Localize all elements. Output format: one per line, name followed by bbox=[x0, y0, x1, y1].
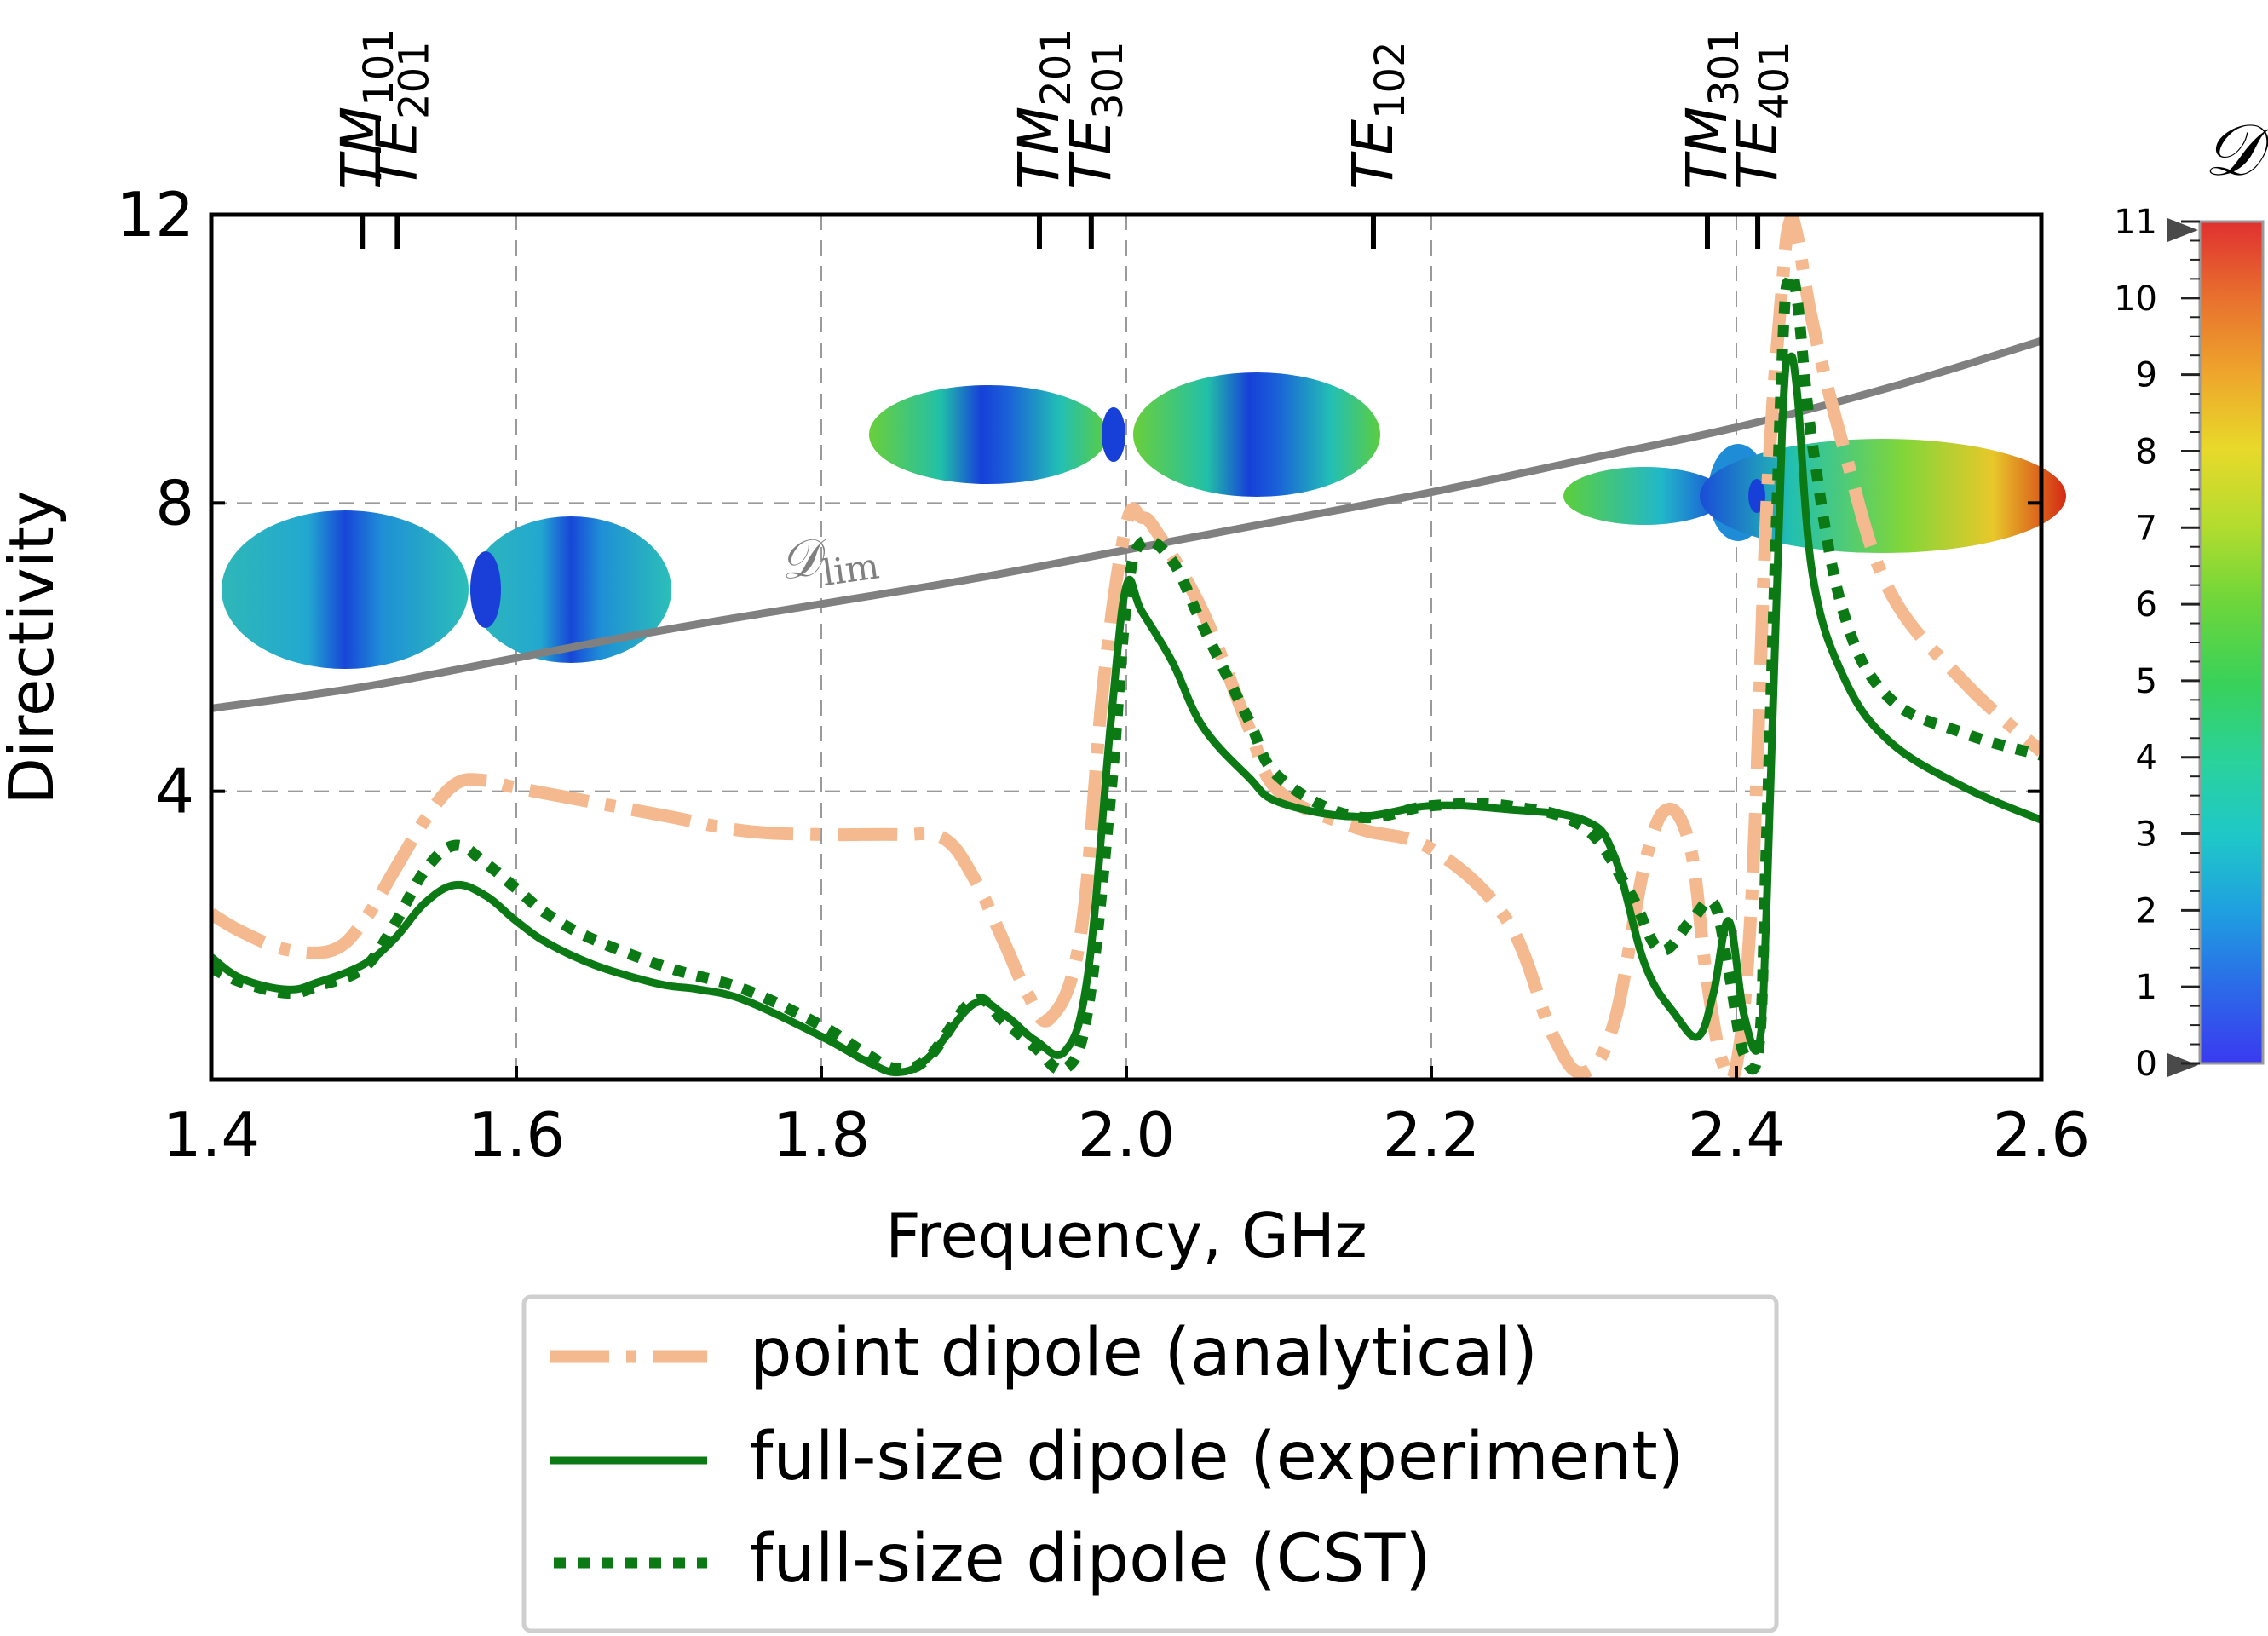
y-tick-label: 4 bbox=[155, 756, 194, 827]
legend-label-cst: full-size dipole (CST) bbox=[750, 1521, 1431, 1598]
mode-label: TE401 bbox=[1724, 41, 1799, 189]
limit-curve-line bbox=[211, 337, 2041, 712]
colorbar-tick-label: 9 bbox=[2136, 356, 2157, 395]
x-axis-label: Frequency, GHz bbox=[885, 1200, 1367, 1271]
mode-label: TM301 bbox=[1674, 28, 1748, 189]
mode-label-base: TM bbox=[1006, 107, 1072, 189]
x-tick-label: 1.8 bbox=[773, 1099, 871, 1171]
colorbar-tick-label: 0 bbox=[2136, 1045, 2157, 1084]
y-tick-label: 12 bbox=[116, 179, 194, 251]
colorbar: 𝒟 0 1 2 3 4 5 6 7 8 9 10 11 bbox=[2114, 108, 2268, 1084]
mode-label-sub: 101 bbox=[355, 28, 403, 107]
mode-label-base: TE bbox=[1058, 119, 1124, 189]
mode-label-base: TM bbox=[1674, 107, 1740, 189]
axis-ticks: 1.4 1.6 1.8 2.0 2.2 2.4 2.6 4 8 12 bbox=[116, 179, 2090, 1171]
mode-label-base: TM bbox=[329, 107, 394, 189]
legend-box bbox=[521, 1294, 1779, 1633]
mode-label-base: TE bbox=[364, 119, 429, 189]
mode-label: TE102 bbox=[1340, 41, 1414, 189]
series-line-solid bbox=[211, 352, 2041, 1077]
colorbar-title: 𝒟 bbox=[2203, 108, 2268, 192]
legend-label-analytical: point dipole (analytical) bbox=[750, 1315, 1538, 1391]
limit-curve-layer bbox=[211, 337, 2041, 712]
radiation-pattern-2 bbox=[869, 372, 1380, 497]
mode-label-sub: 301 bbox=[1085, 41, 1132, 119]
colorbar-tick-label: 2 bbox=[2136, 891, 2157, 930]
colorbar-max-arrow bbox=[2167, 218, 2198, 242]
colorbar-tick-label: 7 bbox=[2136, 509, 2157, 548]
colorbar-min-arrow bbox=[2167, 1053, 2198, 1077]
mode-label-sub: 401 bbox=[1751, 41, 1799, 119]
y-tick-label: 8 bbox=[155, 467, 194, 539]
colorbar-tick-label: 4 bbox=[2136, 739, 2157, 778]
y-axis-label: Directivity bbox=[0, 490, 67, 804]
x-tick-label: 2.4 bbox=[1688, 1099, 1786, 1171]
colorbar-tick-label: 6 bbox=[2136, 585, 2157, 625]
colorbar-tick-label: 8 bbox=[2136, 432, 2157, 471]
colorbar-tick-label: 1 bbox=[2136, 968, 2157, 1007]
radiation-pattern-3 bbox=[1563, 439, 2066, 553]
x-tick-label: 2.6 bbox=[1993, 1099, 2091, 1171]
limit-curve-label: 𝒟lim bbox=[775, 520, 881, 600]
colorbar-gradient bbox=[2198, 220, 2265, 1065]
colorbar-tick-label: 3 bbox=[2136, 815, 2157, 855]
radiation-pattern-1 bbox=[222, 510, 671, 669]
mode-label: TE301 bbox=[1058, 41, 1132, 189]
mode-label-sub: 201 bbox=[1033, 28, 1080, 107]
mode-label-sub: 201 bbox=[390, 41, 438, 119]
mode-label: TM201 bbox=[1006, 28, 1080, 189]
colorbar-tick-label: 10 bbox=[2114, 279, 2157, 319]
x-tick-label: 2.2 bbox=[1383, 1099, 1481, 1171]
mode-label: TE201 bbox=[364, 41, 438, 189]
x-tick-label: 2.0 bbox=[1078, 1099, 1176, 1171]
colorbar-tick-label: 11 bbox=[2114, 203, 2157, 242]
mode-label: TM101 bbox=[329, 28, 403, 189]
colorbar-tick-label: 5 bbox=[2136, 662, 2157, 701]
mode-label-base: TE bbox=[1340, 119, 1406, 189]
legend: point dipole (analytical) full-size dipo… bbox=[521, 1294, 1779, 1633]
mode-label-sub: 301 bbox=[1701, 28, 1748, 107]
mode-label-sub: 102 bbox=[1367, 41, 1414, 119]
colorbar-ticks: 0 1 2 3 4 5 6 7 8 9 10 11 bbox=[2114, 203, 2200, 1084]
x-tick-label: 1.6 bbox=[468, 1099, 566, 1171]
legend-label-experiment: full-size dipole (experiment) bbox=[750, 1419, 1684, 1495]
mode-label-base: TE bbox=[1724, 119, 1790, 189]
x-tick-label: 1.4 bbox=[163, 1099, 261, 1171]
series-layer bbox=[211, 215, 2041, 1080]
